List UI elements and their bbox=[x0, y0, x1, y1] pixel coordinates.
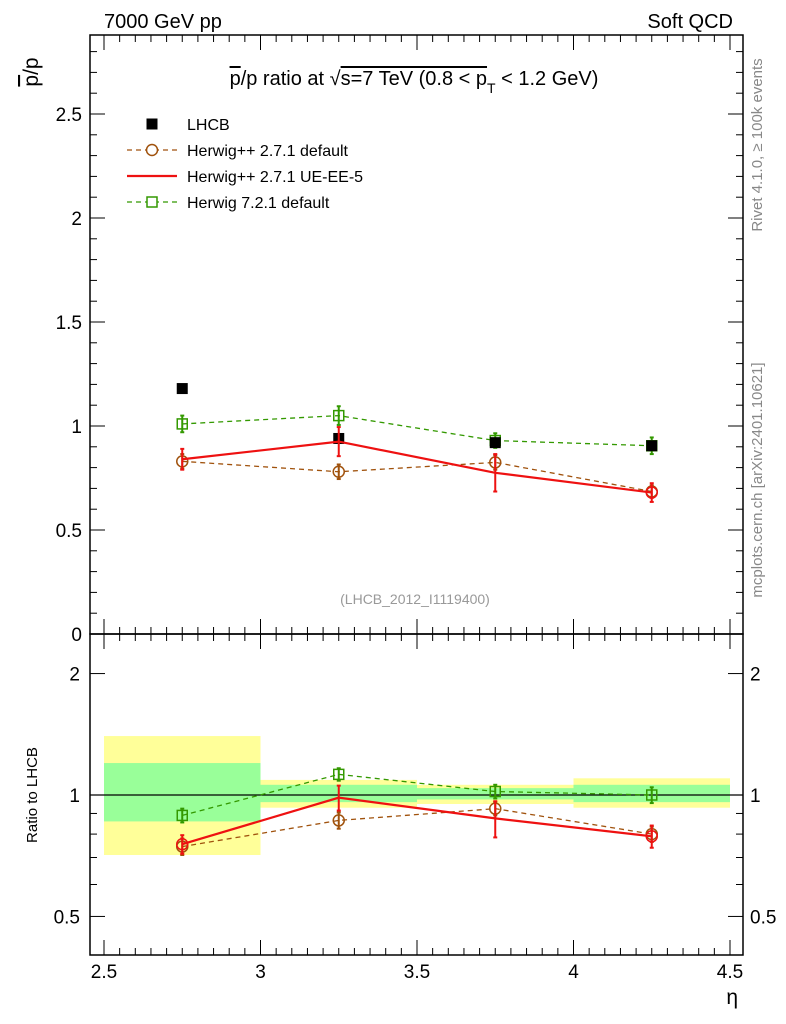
rivet-label: Rivet 4.1.0, ≥ 100k events bbox=[749, 58, 766, 231]
bottom-ytick-label-right: 0.5 bbox=[750, 907, 776, 928]
title-sqrt: √ bbox=[330, 68, 341, 90]
legend-label: Herwig++ 2.7.1 default bbox=[187, 143, 349, 160]
ratio-h7_def bbox=[176, 767, 658, 824]
top-hpp-ue-marker bbox=[645, 486, 658, 499]
title-text-1: /p ratio at bbox=[241, 68, 330, 90]
top-ytick-label: 2 bbox=[71, 209, 82, 230]
top-h7_def bbox=[176, 405, 658, 456]
legend-item-lhcb: LHCB bbox=[146, 117, 230, 134]
analysis-watermark: (LHCB_2012_I1119400) bbox=[340, 591, 490, 607]
title-text-2: s=7 TeV (0.8 < p bbox=[341, 68, 487, 90]
legend-square-marker bbox=[146, 196, 158, 208]
ratio-h7_def-line bbox=[182, 773, 652, 817]
top-lhcb-point bbox=[489, 437, 501, 449]
ratio-h7-default-marker bbox=[333, 768, 345, 781]
top-lhcb bbox=[176, 383, 658, 452]
mcplots-label: mcplots.cern.ch [arXiv:2401.10621] bbox=[749, 362, 766, 597]
bottom-ytick-label-right: 1 bbox=[750, 786, 761, 807]
top-series-layer bbox=[176, 383, 658, 503]
bottom-ytick-label: 0.5 bbox=[54, 907, 80, 928]
title-pbar: p bbox=[230, 68, 241, 90]
legend-circle-marker bbox=[145, 143, 159, 157]
top-hpp_def-line bbox=[182, 460, 652, 493]
header-left: 7000 GeV pp bbox=[104, 11, 222, 33]
bottom-ytick-label-right: 2 bbox=[750, 665, 761, 686]
legend-label: Herwig++ 2.7.1 UE-EE-5 bbox=[187, 169, 363, 186]
legend-label: LHCB bbox=[187, 117, 230, 134]
title-text-3: < 1.2 GeV) bbox=[496, 68, 599, 90]
main-title: p/p ratio at √s=7 TeV (0.8 < pT < 1.2 Ge… bbox=[230, 68, 599, 96]
xtick-label: 4.5 bbox=[717, 962, 743, 983]
legend-lhcb-marker bbox=[146, 118, 158, 130]
top-ytick-label: 2.5 bbox=[56, 105, 82, 126]
ratio-h7-default-marker bbox=[646, 789, 658, 801]
ylabel-pbar: p bbox=[20, 75, 43, 87]
top-hpp-default-marker bbox=[332, 465, 345, 479]
bottom-ytick-label: 1 bbox=[69, 786, 80, 807]
ratio-uncertainty-bands bbox=[90, 736, 743, 856]
ratio-h7-default-marker bbox=[176, 809, 188, 822]
legend-item-hpp_def: Herwig++ 2.7.1 default bbox=[127, 143, 349, 160]
top-h7-default-marker bbox=[333, 409, 345, 422]
bottom-ytick-label: 2 bbox=[69, 665, 80, 686]
legend-item-h7_def: Herwig 7.2.1 default bbox=[127, 195, 330, 212]
ratio-h7-default-marker bbox=[489, 785, 501, 798]
top-ytick-label: 0.5 bbox=[56, 521, 82, 542]
top-hpp_ue bbox=[180, 426, 654, 503]
top-lhcb-point bbox=[176, 383, 188, 395]
ratio-hpp_ue bbox=[180, 784, 654, 855]
bottom-ylabel: Ratio to LHCB bbox=[24, 747, 41, 843]
ratio-series-layer bbox=[176, 767, 658, 857]
ratio-hpp-default-marker bbox=[332, 814, 345, 827]
xtick-label: 2.5 bbox=[91, 962, 117, 983]
axes-layer: 0 0.5 1 1.5 2 2.5 2.5 3 3.5 4 4.5 0.5 0.5 1 1 2 2 bbox=[54, 34, 776, 983]
ylabel-rest: /p bbox=[20, 57, 43, 75]
xtick-label: 4 bbox=[568, 962, 579, 983]
top-hpp_ue-line bbox=[182, 440, 652, 494]
top-ytick-label: 1.5 bbox=[56, 313, 82, 334]
top-ytick-label: 0 bbox=[71, 625, 82, 646]
top-h7_def-line bbox=[182, 414, 652, 447]
legend-item-hpp_ue: Herwig++ 2.7.1 UE-EE-5 bbox=[127, 169, 363, 186]
top-h7-default-marker bbox=[176, 418, 188, 430]
ratio-hpp_ue-line bbox=[181, 796, 652, 846]
x-axis-label: η bbox=[726, 986, 738, 1009]
top-ylabel: p/p bbox=[20, 57, 43, 86]
legend-label: Herwig 7.2.1 default bbox=[187, 195, 330, 212]
legend: LHCB Herwig++ 2.7.1 default Herwig++ 2.7.1… bbox=[127, 117, 363, 212]
ratio-hpp_def-line bbox=[182, 808, 652, 848]
top-ytick-label: 1 bbox=[71, 417, 82, 438]
title-sub: T bbox=[487, 80, 496, 96]
top-lhcb-point bbox=[646, 440, 658, 452]
ratio-hpp-ue-marker bbox=[645, 830, 658, 843]
top-hpp_def bbox=[176, 453, 658, 499]
xtick-label: 3 bbox=[255, 962, 266, 983]
header-right: Soft QCD bbox=[647, 11, 733, 33]
xtick-label: 3.5 bbox=[404, 962, 430, 983]
ratio-hpp-ue-marker bbox=[176, 837, 189, 851]
